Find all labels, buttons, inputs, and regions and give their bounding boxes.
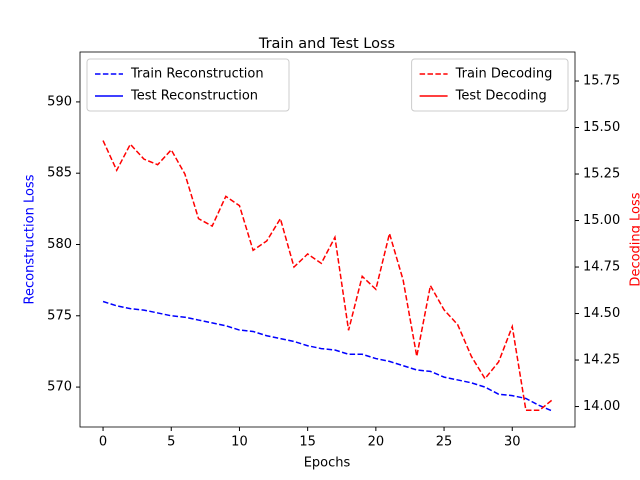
- x-tick-label: 5: [167, 435, 175, 450]
- y2-tick-label: 14.25: [583, 353, 620, 368]
- y-tick-label: 585: [47, 166, 72, 181]
- y2-tick-label: 15.00: [583, 213, 620, 228]
- y-tick-label: 575: [47, 308, 72, 323]
- x-tick-label: 25: [436, 435, 453, 450]
- y-axis-label: Reconstruction Loss: [23, 174, 38, 304]
- legend-label: Train Reconstruction: [130, 67, 264, 82]
- y2-tick-label: 15.25: [583, 167, 620, 182]
- legend-box: [86, 58, 290, 112]
- x-tick-label: 10: [231, 435, 248, 450]
- series-line: [102, 300, 554, 413]
- legend-box: [411, 58, 569, 112]
- chart-title: Train and Test Loss: [258, 36, 395, 52]
- y-tick-label: 590: [47, 94, 72, 109]
- y2-tick-label: 15.50: [583, 120, 620, 135]
- series-line: [102, 140, 554, 412]
- legend-label: Test Decoding: [455, 89, 547, 104]
- y-tick-label: 570: [47, 380, 72, 395]
- x-tick-label: 20: [368, 435, 385, 450]
- x-tick-label: 0: [99, 435, 107, 450]
- x-axis-label: Epochs: [304, 456, 351, 471]
- y2-axis-label: Decoding Loss: [629, 192, 640, 286]
- y2-tick-label: 14.00: [583, 399, 620, 414]
- y-tick-label: 580: [47, 237, 72, 252]
- x-tick-label: 15: [299, 435, 316, 450]
- x-tick-label: 30: [504, 435, 521, 450]
- legend-label: Test Reconstruction: [130, 89, 258, 104]
- legend-label: Train Decoding: [455, 67, 553, 82]
- y2-tick-label: 14.50: [583, 306, 620, 321]
- y2-tick-label: 14.75: [583, 260, 620, 275]
- plot-frame: [79, 51, 576, 428]
- y2-tick-label: 15.75: [583, 74, 620, 89]
